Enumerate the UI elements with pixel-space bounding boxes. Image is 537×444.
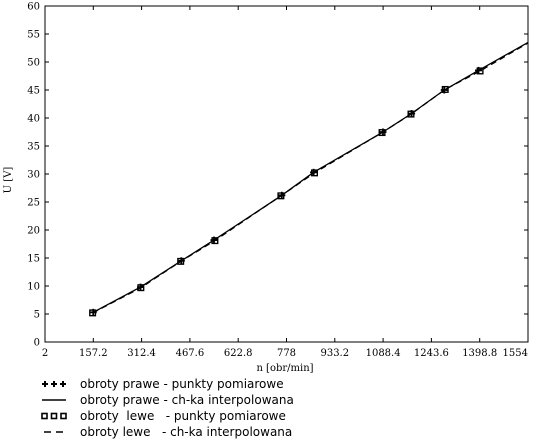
legend-item-lewe-line: obroty lewe - ch-ka interpolowana bbox=[34, 424, 294, 440]
x-tick-label: 778 bbox=[277, 348, 296, 359]
x-axis-title: n [obr/min] bbox=[256, 363, 313, 374]
plus-marker-icon bbox=[34, 379, 74, 389]
legend-item-prawe-points: obroty prawe - punkty pomiarowe bbox=[34, 376, 294, 392]
data-point-square bbox=[441, 85, 449, 93]
data-point-square bbox=[407, 110, 415, 118]
y-tick-label: 5 bbox=[34, 310, 40, 321]
legend-label: obroty prawe - ch-ka interpolowana bbox=[80, 393, 294, 407]
x-tick-label: 1398.8 bbox=[462, 348, 497, 359]
plot-area-frame bbox=[44, 5, 529, 343]
solid-line-icon bbox=[34, 395, 74, 405]
y-tick-label: 35 bbox=[27, 142, 40, 153]
y-tick-label: 45 bbox=[27, 86, 40, 97]
square-marker-icon bbox=[34, 411, 74, 421]
legend-label: obroty lewe - ch-ka interpolowana bbox=[80, 425, 293, 439]
data-point-square bbox=[137, 284, 145, 292]
y-tick-label: 25 bbox=[27, 198, 40, 209]
x-tick-label: 1088.4 bbox=[366, 348, 401, 359]
data-point-square bbox=[476, 67, 484, 75]
dashed-line-icon bbox=[34, 427, 74, 437]
legend-label: obroty prawe - punkty pomiarowe bbox=[80, 377, 284, 391]
legend: obroty prawe - punkty pomiarowe obroty p… bbox=[34, 376, 294, 440]
data-point-square bbox=[277, 192, 285, 200]
x-tick-label: 1243.6 bbox=[414, 348, 449, 359]
data-point-square bbox=[89, 309, 97, 317]
y-tick-label: 40 bbox=[27, 114, 40, 125]
series-line bbox=[92, 42, 529, 314]
y-tick-label: 15 bbox=[27, 254, 40, 265]
x-axis: 2 157.2 312.4 467.6 622.8 778 933.2 1088.4 1243.… bbox=[42, 6, 529, 359]
series-layer bbox=[89, 41, 529, 317]
x-tick-label: 157.2 bbox=[79, 348, 108, 359]
y-tick-label: 55 bbox=[27, 30, 40, 41]
y-axis-title: U [V] bbox=[3, 167, 14, 194]
legend-item-lewe-points: obroty lewe - punkty pomiarowe bbox=[34, 408, 294, 424]
x-tick-label: 467.6 bbox=[176, 348, 205, 359]
series-line bbox=[92, 41, 529, 313]
y-axis: 0 5 10 15 20 25 30 35 40 45 50 55 60 bbox=[27, 2, 528, 349]
y-tick-label: 10 bbox=[27, 282, 40, 293]
data-point-square bbox=[177, 257, 185, 265]
x-tick-label: 312.4 bbox=[127, 348, 156, 359]
data-point-square bbox=[211, 237, 219, 245]
x-tick-label: 933.2 bbox=[320, 348, 349, 359]
data-point-square bbox=[378, 129, 386, 137]
x-tick-label: 2 bbox=[42, 348, 48, 359]
legend-label: obroty lewe - punkty pomiarowe bbox=[80, 409, 286, 423]
y-tick-label: 20 bbox=[27, 226, 40, 237]
x-tick-label: 1554 bbox=[503, 348, 528, 359]
y-tick-label: 30 bbox=[27, 170, 40, 181]
y-tick-label: 0 bbox=[34, 338, 40, 349]
legend-item-prawe-line: obroty prawe - ch-ka interpolowana bbox=[34, 392, 294, 408]
y-tick-label: 50 bbox=[27, 58, 40, 69]
data-point-square bbox=[311, 169, 319, 177]
y-tick-label: 60 bbox=[27, 2, 40, 13]
x-tick-label: 622.8 bbox=[224, 348, 253, 359]
